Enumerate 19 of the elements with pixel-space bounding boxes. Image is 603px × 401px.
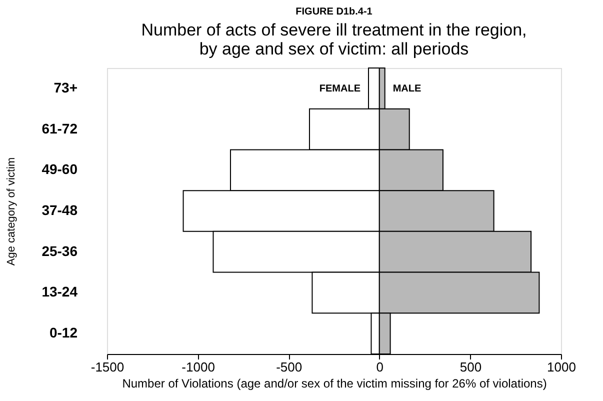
series-label: MALE bbox=[392, 83, 422, 94]
y-tick-label: 0-12 bbox=[49, 324, 78, 341]
y-tick-label: 37-48 bbox=[42, 202, 78, 218]
y-tick-label: 73+ bbox=[54, 79, 78, 96]
y-tick-label: 25-36 bbox=[42, 242, 78, 259]
x-tick-label: 1000 bbox=[547, 360, 576, 374]
x-tick-label: 0 bbox=[376, 360, 384, 374]
chart-title: Number of acts of severe ill treatment in the region, by age and sex of victim: all periods bbox=[141, 20, 527, 58]
caption: FIGURE D1b.4-1 bbox=[296, 6, 373, 18]
x-axis-title: Number of Violations (age and/or sex of the victim missing for 26% of violations) bbox=[122, 376, 547, 390]
x-tick-label: -1500 bbox=[90, 360, 124, 374]
y-axis-title: Age category of victim bbox=[6, 157, 18, 266]
x-tick-label: 500 bbox=[460, 360, 482, 374]
y-tick-label: 49-60 bbox=[42, 161, 78, 178]
y-tick-label: 61-72 bbox=[42, 120, 78, 136]
y-tick-label: 13-24 bbox=[42, 284, 78, 300]
series-label: FEMALE bbox=[319, 83, 361, 94]
x-tick-label: -500 bbox=[276, 360, 302, 374]
x-tick-label: -1000 bbox=[182, 360, 215, 374]
